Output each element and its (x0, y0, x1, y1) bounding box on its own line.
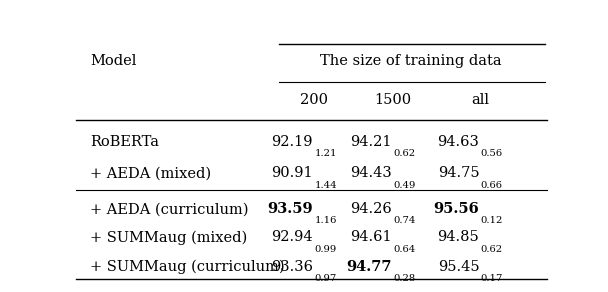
Text: 93.59: 93.59 (268, 202, 313, 216)
Text: 94.63: 94.63 (438, 135, 479, 149)
Text: 94.61: 94.61 (350, 230, 392, 244)
Text: + SUMMaug (mixed): + SUMMaug (mixed) (90, 230, 247, 245)
Text: 0.17: 0.17 (481, 274, 503, 283)
Text: 90.91: 90.91 (271, 166, 313, 180)
Text: 0.12: 0.12 (481, 216, 503, 225)
Text: 94.77: 94.77 (346, 260, 392, 274)
Text: 0.62: 0.62 (481, 245, 503, 253)
Text: 0.56: 0.56 (481, 149, 503, 158)
Text: 1500: 1500 (374, 93, 411, 107)
Text: + AEDA (curriculum): + AEDA (curriculum) (90, 202, 249, 216)
Text: 1.44: 1.44 (314, 180, 337, 190)
Text: 93.36: 93.36 (271, 260, 313, 274)
Text: 94.21: 94.21 (350, 135, 392, 149)
Text: + AEDA (mixed): + AEDA (mixed) (90, 166, 211, 180)
Text: 92.19: 92.19 (272, 135, 313, 149)
Text: all: all (471, 93, 489, 107)
Text: 1.16: 1.16 (314, 216, 337, 225)
Text: 95.45: 95.45 (438, 260, 479, 274)
Text: 0.49: 0.49 (393, 180, 415, 190)
Text: 200: 200 (300, 93, 328, 107)
Text: 0.64: 0.64 (393, 245, 415, 253)
Text: 0.74: 0.74 (393, 216, 415, 225)
Text: 94.43: 94.43 (350, 166, 392, 180)
Text: 95.56: 95.56 (434, 202, 479, 216)
Text: RoBERTa: RoBERTa (90, 135, 159, 149)
Text: 94.75: 94.75 (438, 166, 479, 180)
Text: 94.85: 94.85 (438, 230, 479, 244)
Text: 0.66: 0.66 (481, 180, 503, 190)
Text: 94.26: 94.26 (350, 202, 392, 216)
Text: 92.94: 92.94 (271, 230, 313, 244)
Text: Model: Model (90, 54, 137, 68)
Text: + SUMMaug (curriculum): + SUMMaug (curriculum) (90, 259, 285, 274)
Text: 0.99: 0.99 (314, 245, 337, 253)
Text: 0.62: 0.62 (393, 149, 415, 158)
Text: 1.21: 1.21 (314, 149, 337, 158)
Text: The size of training data: The size of training data (320, 54, 502, 68)
Text: 0.97: 0.97 (314, 274, 337, 283)
Text: 0.28: 0.28 (393, 274, 415, 283)
